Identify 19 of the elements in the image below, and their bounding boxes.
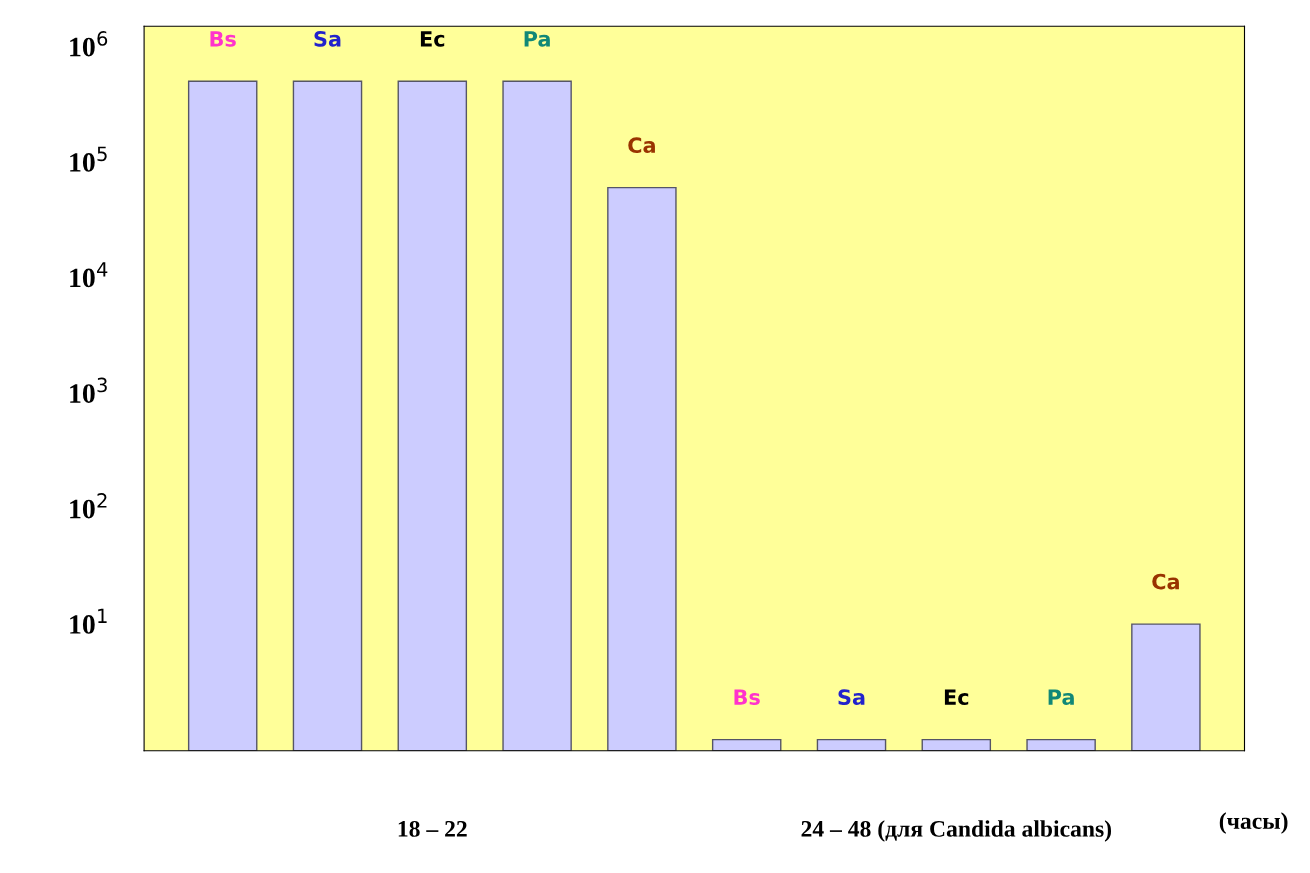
series-label: Pa [524, 31, 550, 47]
series-label: Ec [420, 31, 445, 47]
y-tick-label: 10$^{2}$ [70, 493, 107, 519]
text: Pa [1048, 689, 1074, 705]
x-axis-title: (часы) [1219, 812, 1288, 834]
x-tick-label: 18 – 22 [398, 820, 467, 837]
text: Ca [1152, 573, 1179, 590]
series-label: Bs [210, 31, 236, 47]
y-tick-label: 10$^{5}$ [70, 146, 107, 172]
y-tick-label: 10$^{1}$ [70, 608, 107, 634]
text: Sa [838, 689, 865, 705]
y-tick-label: 10$^{6}$ [70, 31, 108, 57]
y-tick-label: 10$^{3}$ [70, 377, 107, 403]
x-tick-label: 24 – 48 (для Candida albicans) [801, 820, 1112, 842]
series-label: Ca [628, 137, 655, 154]
series-label: Sa [314, 30, 341, 47]
y-tick-label: 10$^{4}$ [70, 262, 108, 288]
text: Ec [944, 689, 969, 705]
text: Bs [734, 689, 760, 705]
